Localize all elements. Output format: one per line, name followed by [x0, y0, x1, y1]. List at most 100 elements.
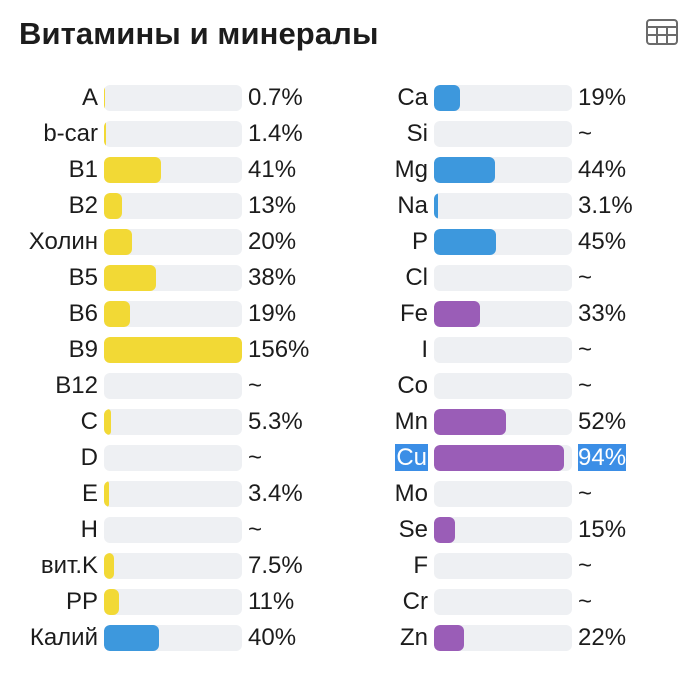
nutrient-row[interactable]: Холин 20%	[0, 224, 330, 260]
nutrient-value-text: 44%	[578, 156, 627, 183]
nutrient-label: Zn	[330, 620, 430, 656]
nutrient-label: вит.K	[0, 548, 100, 584]
nutrient-label-text: B2	[68, 192, 98, 219]
nutrient-value-text: ~	[578, 336, 593, 363]
nutrient-row[interactable]: Mg 44%	[330, 152, 696, 188]
nutrient-label-text: Холин	[28, 228, 98, 255]
nutrient-row[interactable]: H ~	[0, 512, 330, 548]
nutrient-value-text: 3.1%	[578, 192, 633, 219]
nutrient-label-text: вит.K	[40, 552, 98, 579]
nutrient-label-text: P	[411, 228, 428, 255]
nutrient-value: 156%	[246, 332, 311, 368]
nutrient-label-text: B12	[55, 372, 98, 399]
nutrient-row[interactable]: E 3.4%	[0, 476, 330, 512]
nutrient-label-text: Mo	[394, 480, 428, 507]
nutrient-row[interactable]: P 45%	[330, 224, 696, 260]
nutrient-row[interactable]: вит.K 7.5%	[0, 548, 330, 584]
progress-track	[104, 445, 242, 471]
nutrient-row[interactable]: D ~	[0, 440, 330, 476]
progress-track	[434, 481, 572, 507]
nutrient-row[interactable]: Se 15%	[330, 512, 696, 548]
nutrient-label: Si	[330, 116, 430, 152]
progress-track	[104, 85, 242, 111]
nutrient-value-text: ~	[578, 480, 593, 507]
nutrient-value-text: ~	[578, 552, 593, 579]
nutrient-row[interactable]: Mo ~	[330, 476, 696, 512]
nutrient-value: ~	[246, 512, 264, 548]
nutrient-label-text: I	[421, 336, 428, 363]
nutrient-value-text: 41%	[248, 156, 297, 183]
progress-fill	[104, 337, 242, 363]
nutrient-row[interactable]: PP 11%	[0, 584, 330, 620]
nutrient-value-text: ~	[578, 264, 593, 291]
nutrient-label: E	[0, 476, 100, 512]
nutrient-value: 13%	[246, 188, 298, 224]
nutrient-row[interactable]: B2 13%	[0, 188, 330, 224]
progress-fill	[434, 409, 506, 435]
nutrient-label-text: Mg	[394, 156, 428, 183]
nutrient-row[interactable]: B5 38%	[0, 260, 330, 296]
nutrient-label: Cr	[330, 584, 430, 620]
progress-fill	[434, 517, 455, 543]
nutrient-row[interactable]: I ~	[330, 332, 696, 368]
nutrient-label: C	[0, 404, 100, 440]
nutrient-value: 0.7%	[246, 80, 305, 116]
nutrient-label: B12	[0, 368, 100, 404]
table-grid-icon[interactable]	[645, 18, 679, 46]
nutrient-value-text: 5.3%	[248, 408, 303, 435]
nutrient-value-text: ~	[248, 444, 263, 471]
nutrient-value: 1.4%	[246, 116, 305, 152]
nutrient-row[interactable]: Zn 22%	[330, 620, 696, 656]
nutrient-label: Калий	[0, 620, 100, 656]
nutrient-value: ~	[246, 368, 264, 404]
nutrient-label-text: B6	[68, 300, 98, 327]
nutrient-row[interactable]: Cr ~	[330, 584, 696, 620]
nutrient-row[interactable]: Калий 40%	[0, 620, 330, 656]
nutrient-row[interactable]: A 0.7%	[0, 80, 330, 116]
progress-track	[104, 121, 242, 147]
nutrient-value: 3.1%	[576, 188, 635, 224]
nutrient-value-text: ~	[248, 372, 263, 399]
nutrient-row[interactable]: Cu 94%	[330, 440, 696, 476]
nutrient-value-text: 20%	[248, 228, 297, 255]
nutrient-row[interactable]: C 5.3%	[0, 404, 330, 440]
progress-track	[104, 157, 242, 183]
nutrient-row[interactable]: B9 156%	[0, 332, 330, 368]
nutrient-value: ~	[576, 476, 594, 512]
progress-fill	[434, 193, 439, 219]
nutrient-value: ~	[246, 440, 264, 476]
nutrient-row[interactable]: Na 3.1%	[330, 188, 696, 224]
nutrient-row[interactable]: Si ~	[330, 116, 696, 152]
nutrient-label: P	[330, 224, 430, 260]
nutrient-value: 22%	[576, 620, 628, 656]
nutrient-label-text: F	[413, 552, 428, 579]
nutrient-value-text: 19%	[248, 300, 297, 327]
nutrient-row[interactable]: Cl ~	[330, 260, 696, 296]
nutrient-row[interactable]: F ~	[330, 548, 696, 584]
progress-track	[434, 193, 572, 219]
nutrient-label-text: Cu	[395, 444, 428, 471]
nutrient-value: 38%	[246, 260, 298, 296]
progress-track	[434, 553, 572, 579]
nutrient-row[interactable]: B6 19%	[0, 296, 330, 332]
nutrient-row[interactable]: b-car 1.4%	[0, 116, 330, 152]
nutrient-label-text: A	[81, 84, 98, 111]
progress-fill	[434, 157, 495, 183]
nutrient-value: 15%	[576, 512, 628, 548]
nutrient-value: ~	[576, 116, 594, 152]
nutrient-row[interactable]: Co ~	[330, 368, 696, 404]
nutrient-value: 19%	[576, 80, 628, 116]
nutrient-row[interactable]: B12 ~	[0, 368, 330, 404]
nutrient-value-text: 3.4%	[248, 480, 303, 507]
nutrient-row[interactable]: Ca 19%	[330, 80, 696, 116]
nutrient-label: D	[0, 440, 100, 476]
nutrient-label: Cu	[330, 440, 430, 476]
nutrient-row[interactable]: Mn 52%	[330, 404, 696, 440]
progress-track	[434, 409, 572, 435]
nutrient-label: I	[330, 332, 430, 368]
nutrient-row[interactable]: Fe 33%	[330, 296, 696, 332]
nutrient-row[interactable]: B1 41%	[0, 152, 330, 188]
nutrient-value: 40%	[246, 620, 298, 656]
nutrient-value-text: 156%	[248, 336, 310, 363]
nutrient-value: 3.4%	[246, 476, 305, 512]
